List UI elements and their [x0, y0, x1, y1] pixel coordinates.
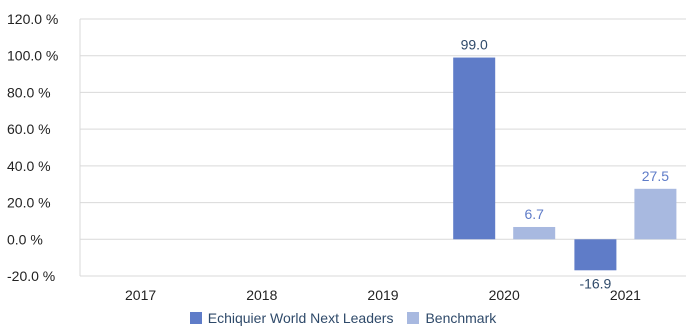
y-tick-label: 40.0 %: [7, 158, 51, 174]
y-axis-tick-labels: -20.0 % 0.0 % 20.0 % 40.0 % 60.0 % 80.0 % 100.…: [7, 11, 58, 284]
data-label: -16.9: [579, 275, 611, 291]
bar-series-2: [513, 226, 556, 240]
gridlines: [79, 18, 686, 277]
x-tick-label: 2019: [367, 287, 398, 303]
legend-label-series-1: Echiquier World Next Leaders: [207, 310, 394, 326]
legend-swatch-series-1: [189, 312, 202, 324]
bar-series-1: [574, 239, 617, 271]
data-label: 6.7: [524, 206, 544, 222]
x-tick-label: 2020: [489, 287, 520, 303]
x-tick-label: 2021: [610, 287, 641, 303]
legend-item-series-2: Benchmark: [407, 310, 496, 326]
legend-item-series-1: Echiquier World Next Leaders: [189, 310, 394, 326]
x-axis-tick-labels: 2017 2018 2019 2020 2021: [125, 287, 641, 303]
y-tick-label: 0.0 %: [7, 231, 43, 247]
y-tick-label: -20.0 %: [7, 268, 55, 284]
x-tick-label: 2017: [125, 287, 156, 303]
y-tick-label: 60.0 %: [7, 121, 51, 137]
bar-series-2: [634, 188, 677, 240]
y-tick-label: 20.0 %: [7, 195, 51, 211]
data-label: 27.5: [642, 168, 669, 184]
y-tick-label: 80.0 %: [7, 84, 51, 100]
bars: [453, 57, 677, 271]
legend-label-series-2: Benchmark: [425, 310, 497, 326]
bar-series-1: [453, 57, 496, 240]
data-labels: 99.0 -16.9 6.7 27.5: [461, 37, 670, 292]
y-tick-label: 120.0 %: [7, 11, 58, 27]
y-tick-label: 100.0 %: [7, 48, 58, 64]
x-tick-label: 2018: [246, 287, 277, 303]
legend: Echiquier World Next Leaders Benchmark: [0, 309, 686, 327]
legend-swatch-series-2: [407, 312, 420, 324]
data-label: 99.0: [461, 37, 488, 53]
